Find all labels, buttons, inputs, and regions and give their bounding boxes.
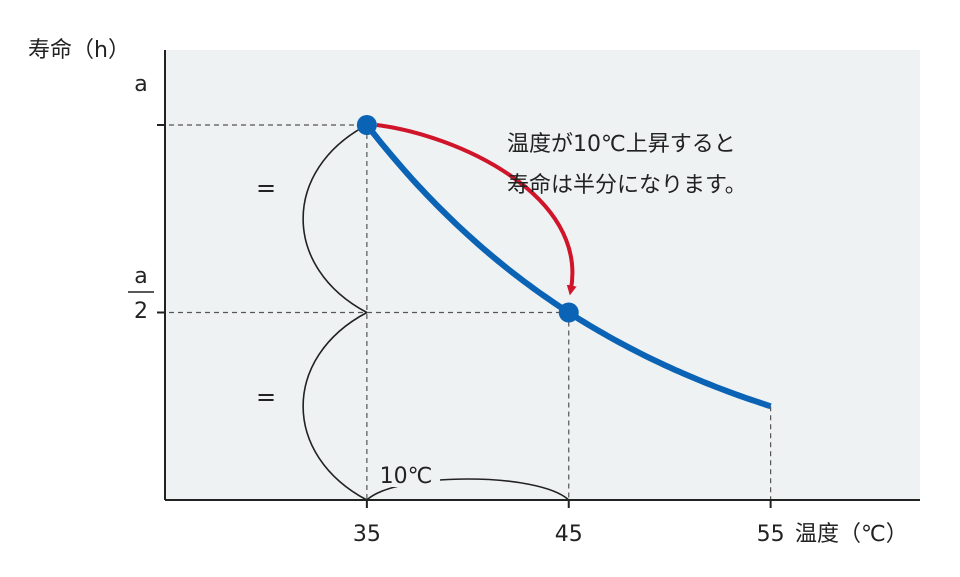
equal-sign-lower: =: [256, 383, 276, 411]
x-tick-label-35: 35: [353, 522, 381, 547]
bracket-group: [302, 124, 570, 501]
y-axis-title: 寿命（h）: [28, 38, 130, 63]
interval-label-bg: [372, 461, 440, 487]
y-tick-label-half-denominator: 2: [134, 299, 148, 324]
plot-area: [165, 50, 920, 500]
annotation-line-2: 寿命は半分になります。: [507, 173, 747, 198]
x-axis-title: 温度（℃）: [795, 522, 908, 547]
half-life-arrow: [376, 123, 577, 296]
y-tick-label-a: a: [134, 72, 147, 97]
highlight-points: [356, 115, 579, 323]
y-tick-label-half-numerator: a: [134, 264, 147, 289]
interval-label: 10℃: [380, 464, 433, 489]
highlight-point-0: [356, 115, 377, 135]
lower-bracket: [302, 311, 368, 501]
interval-bracket: [366, 478, 570, 501]
upper-bracket: [302, 124, 368, 314]
annotation-line-1: 温度が10℃上昇すると: [507, 132, 736, 157]
highlight-point-1: [558, 302, 579, 323]
guide-lines: [160, 124, 772, 500]
equal-sign-upper: =: [256, 174, 276, 202]
x-tick-label-55: 55: [757, 522, 785, 547]
axis-ticks: 35 45 55: [157, 124, 785, 547]
x-tick-label-45: 45: [555, 522, 583, 547]
